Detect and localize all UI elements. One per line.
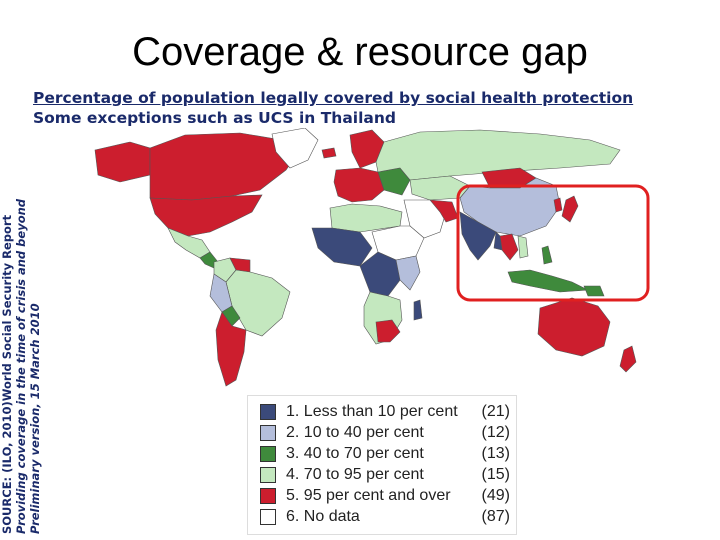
region-south-africa [375, 319, 401, 343]
region-thailand [499, 233, 519, 261]
region-west-africa [311, 227, 373, 267]
region-east-africa [395, 255, 421, 291]
region-iran [429, 199, 459, 223]
source-citation: SOURCE: (ILO, 2010)World Social Security… [0, 0, 70, 540]
legend-item: 1. Less than 10 per cent (21) [260, 402, 510, 422]
region-new-zealand [619, 345, 637, 373]
legend-label: 3. 40 to 70 per cent [286, 445, 424, 462]
map-subtitle: Percentage of population legally covered… [33, 88, 633, 128]
highlight-box [456, 184, 650, 302]
region-japan [561, 195, 579, 223]
region-australia [537, 297, 611, 357]
region-korea [553, 197, 563, 213]
source-line-3: Preliminary version, 15 March 2010 [28, 303, 42, 534]
region-russia [375, 129, 621, 181]
subtitle-line-1: Percentage of population legally covered… [33, 89, 634, 107]
legend-swatch [260, 467, 276, 483]
legend-label: 1. Less than 10 per cent [286, 403, 458, 420]
legend-count: (15) [481, 466, 510, 483]
legend-item: 4. 70 to 95 per cent (15) [260, 465, 510, 485]
region-vietnam [517, 235, 529, 259]
map-legend: 1. Less than 10 per cent (21) 2. 10 to 4… [247, 395, 517, 535]
legend-swatch [260, 488, 276, 504]
region-iceland [321, 147, 337, 159]
source-line-1: SOURCE: (ILO, 2010)World Social Security… [0, 214, 14, 534]
legend-label: 4. 70 to 95 per cent [286, 466, 424, 483]
legend-count: (49) [481, 487, 510, 504]
region-madagascar [413, 299, 423, 321]
legend-label: 2. 10 to 40 per cent [286, 424, 424, 441]
region-indonesia [507, 269, 590, 293]
legend-item: 6. No data (87) [260, 507, 510, 527]
legend-label: 5. 95 per cent and over [286, 487, 451, 504]
region-philippines [541, 245, 553, 265]
legend-item: 2. 10 to 40 per cent (12) [260, 423, 510, 443]
legend-count: (12) [481, 424, 510, 441]
region-myanmar [493, 231, 503, 251]
legend-swatch [260, 509, 276, 525]
region-alaska [94, 141, 151, 183]
legend-count: (87) [481, 508, 510, 525]
legend-count: (21) [481, 403, 510, 420]
region-papua-new-guinea [583, 285, 605, 297]
region-western-europe [333, 167, 385, 203]
legend-label: 6. No data [286, 508, 360, 525]
source-line-2: Providing coverage in the time of crisis… [14, 198, 28, 534]
legend-swatch [260, 425, 276, 441]
legend-swatch [260, 404, 276, 420]
slide-title: Coverage & resource gap [132, 30, 588, 74]
legend-item: 5. 95 per cent and over (49) [260, 486, 510, 506]
world-map [94, 128, 650, 387]
region-greenland [271, 128, 319, 169]
region-brazil [225, 269, 291, 337]
region-united-states [149, 194, 263, 237]
region-india [459, 211, 497, 261]
region-argentina-chile [215, 311, 247, 387]
legend-item: 3. 40 to 70 per cent (13) [260, 444, 510, 464]
legend-swatch [260, 446, 276, 462]
legend-count: (13) [481, 445, 510, 462]
subtitle-line-2: Some exceptions such as UCS in Thailand [33, 109, 397, 127]
